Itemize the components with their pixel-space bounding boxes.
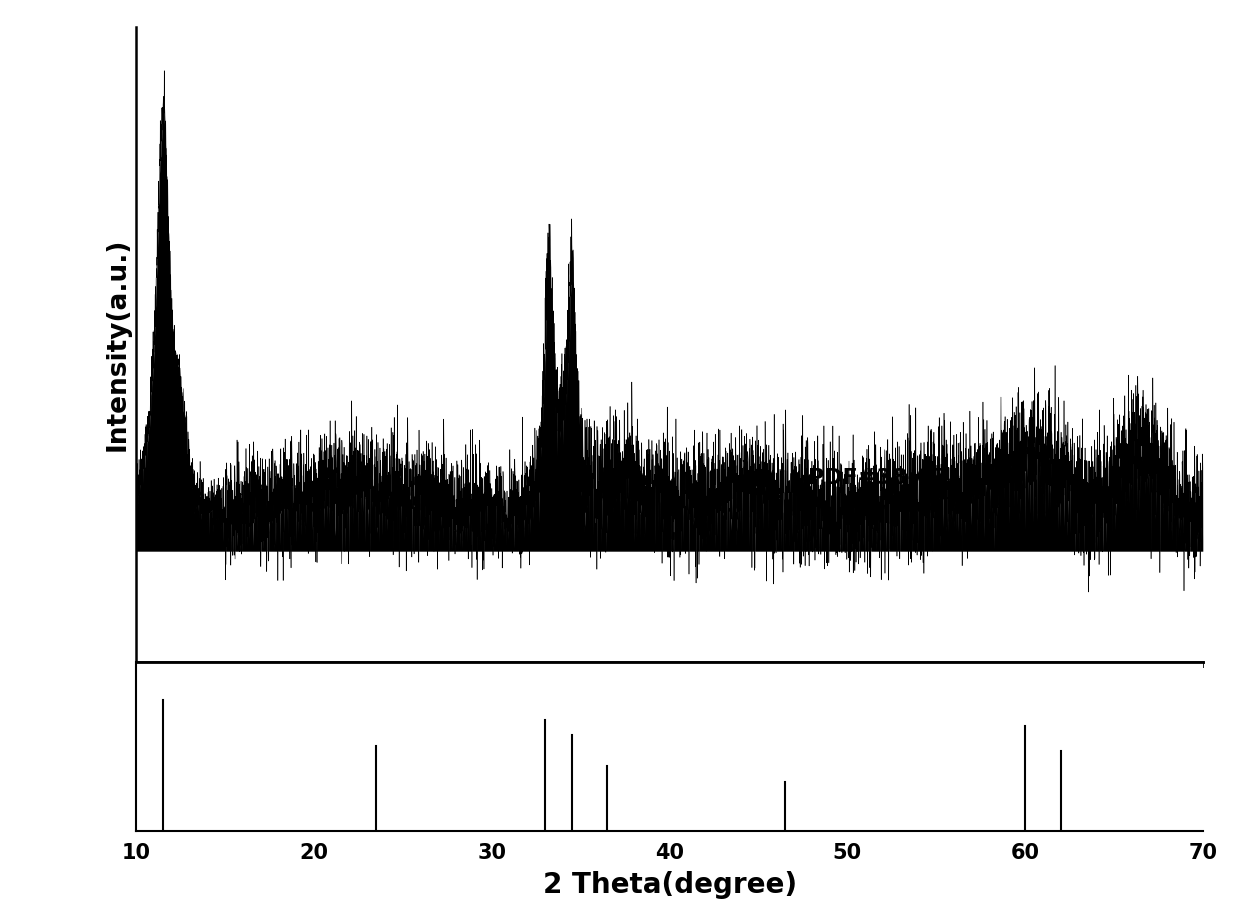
Text: PDF#38-0715: PDF#38-0715 (808, 468, 978, 488)
Y-axis label: Intensity(a.u.): Intensity(a.u.) (105, 238, 131, 451)
X-axis label: 2 Theta(degree): 2 Theta(degree) (543, 871, 796, 899)
